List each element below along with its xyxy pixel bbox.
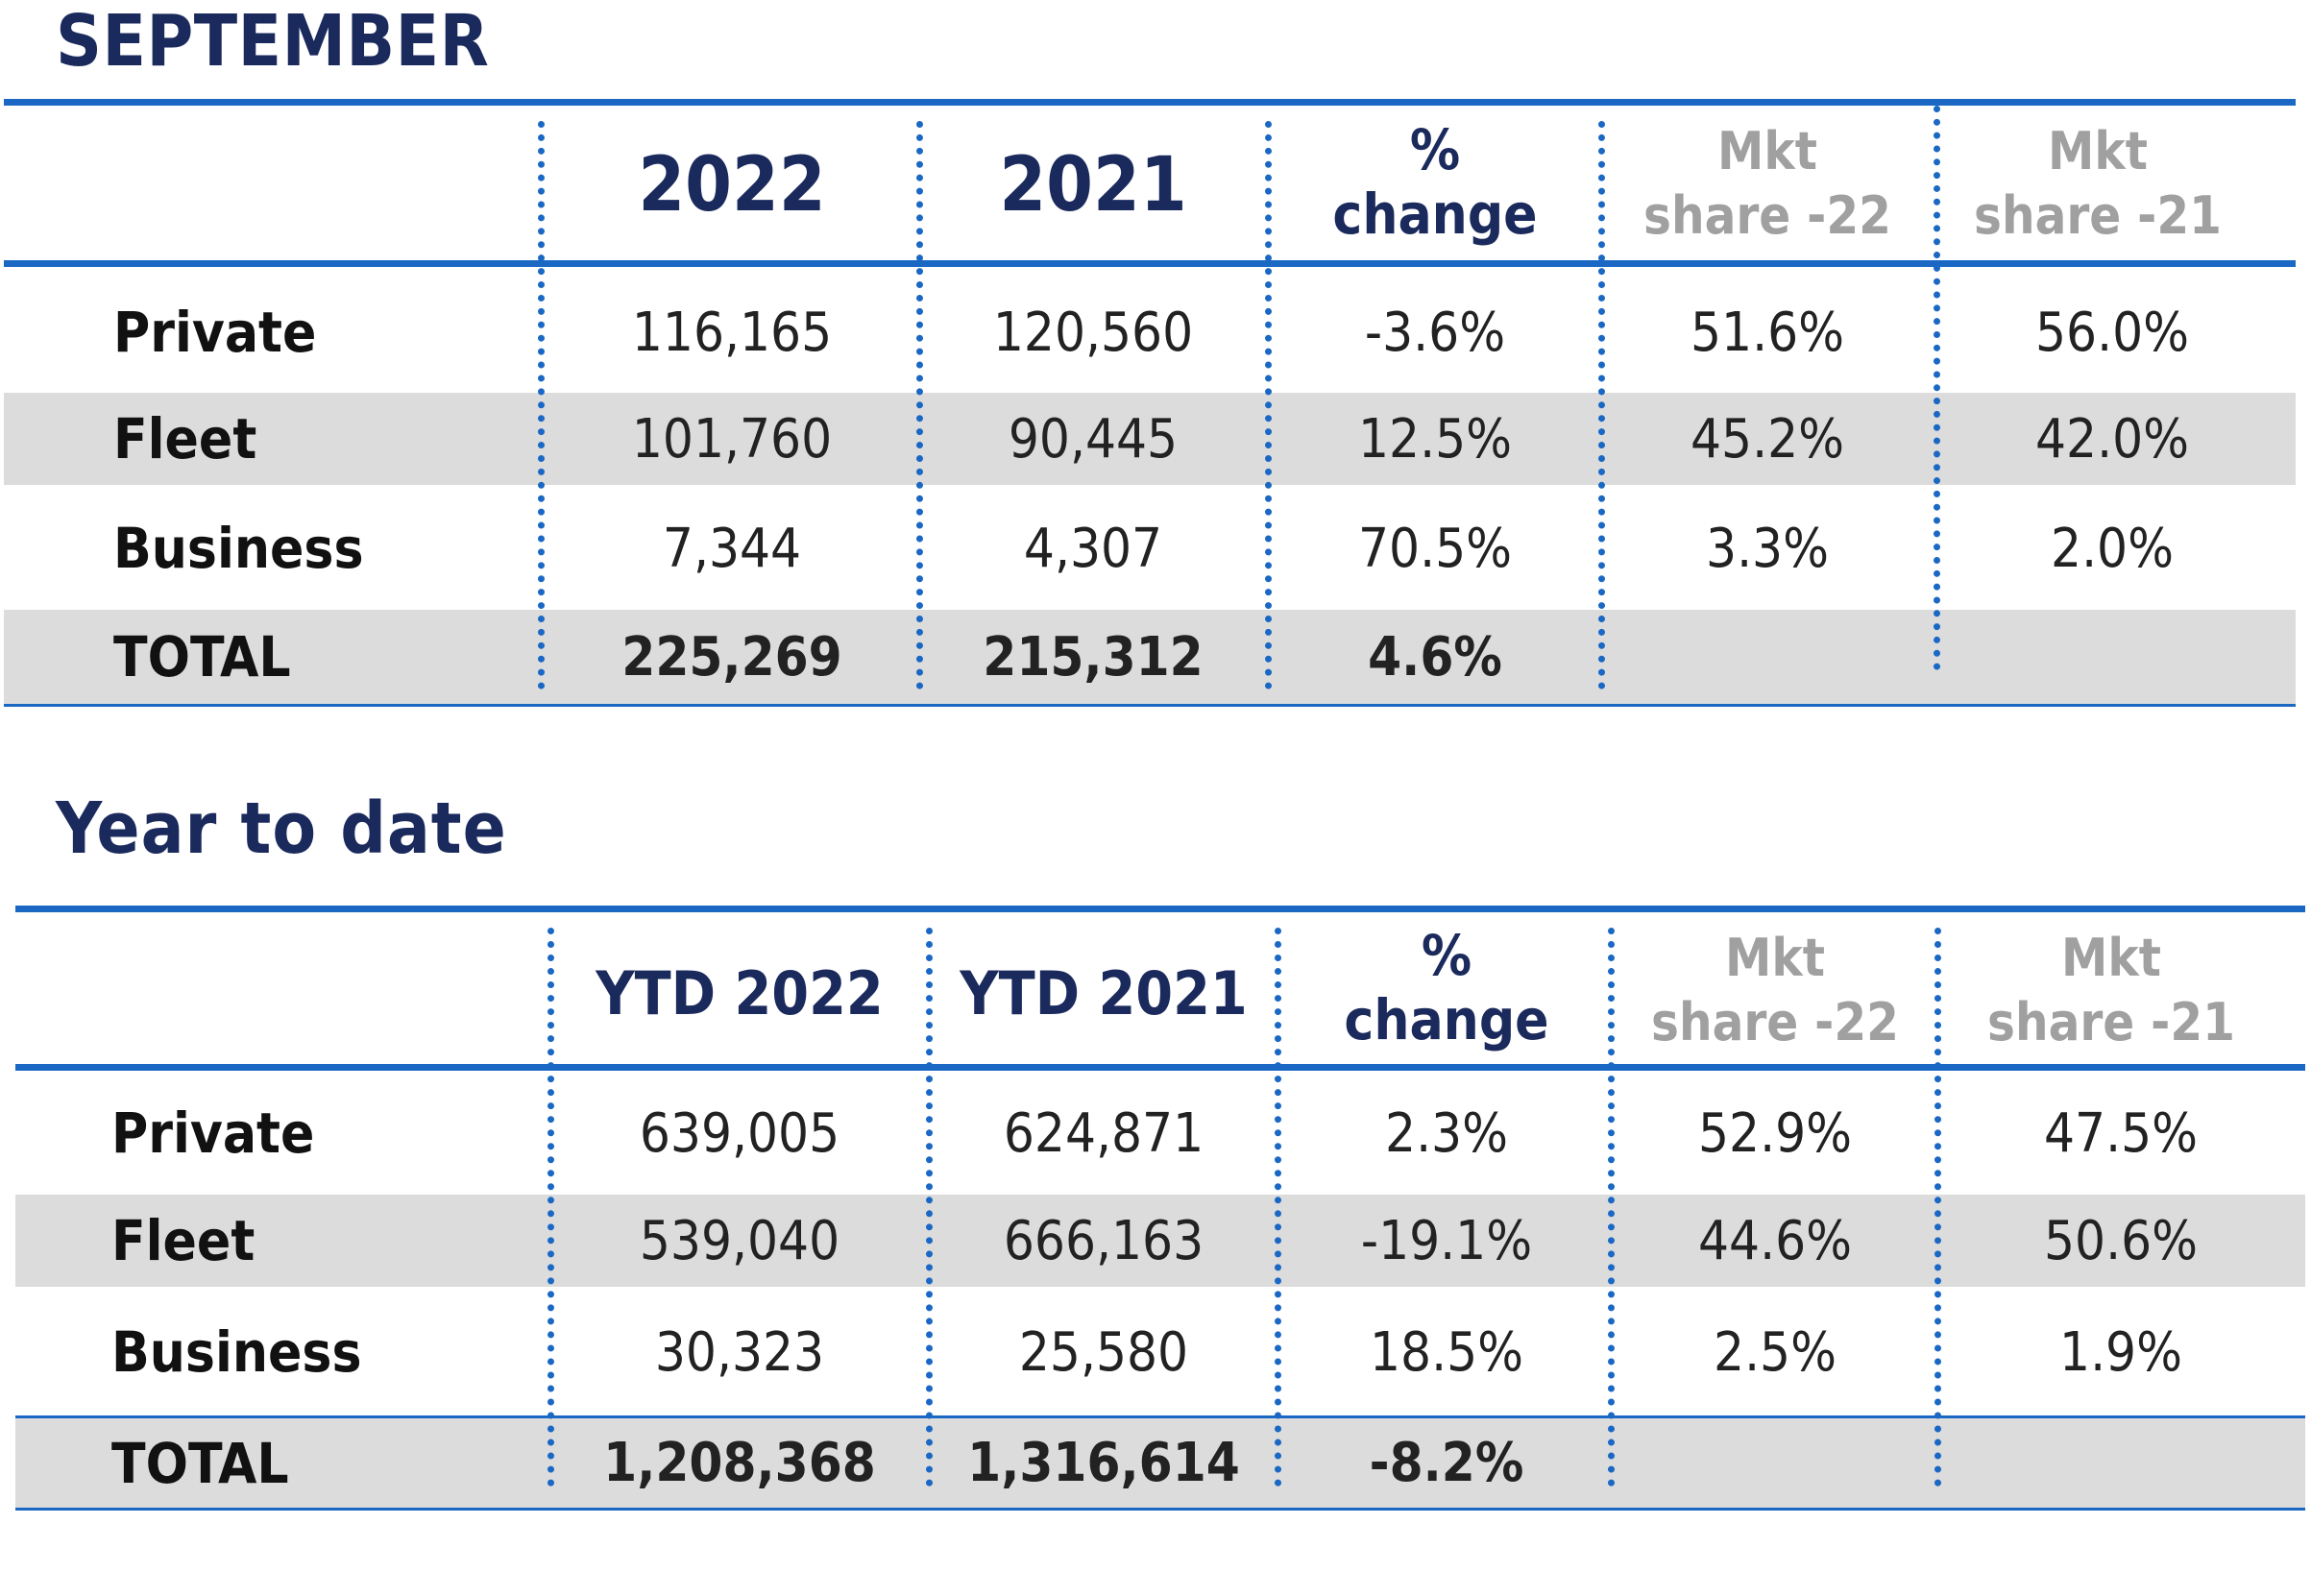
cell-mkt-share-21: 1.9% <box>2059 1320 2182 1384</box>
cell-ytd-2021: 666,163 <box>1003 1209 1204 1272</box>
header-share-label: share -22 <box>1643 185 1891 246</box>
row-label-business: Business <box>111 1319 362 1385</box>
cell-ytd-2022: 30,323 <box>654 1320 825 1384</box>
cell-pct-change: 70.5% <box>1357 517 1512 580</box>
cell-mkt-share-21: 47.5% <box>2043 1101 2198 1165</box>
header-mkt-share-21: Mkt share -21 <box>1948 918 2275 1062</box>
row-label-private: Private <box>111 1100 315 1166</box>
header-share-label: share -21 <box>1974 185 2222 246</box>
cell-mkt-share-22: 51.6% <box>1690 301 1844 364</box>
cell-mkt-share-22 <box>1614 610 1921 704</box>
column-divider <box>547 928 554 1487</box>
cell-ytd-2021: 1,316,614 <box>967 1432 1240 1494</box>
total-top-rule <box>15 1415 2305 1418</box>
header-mkt-label: Mkt <box>1725 927 1825 988</box>
bottom-rule <box>15 1508 2305 1511</box>
cell-mkt-share-22 <box>1621 1418 1929 1508</box>
column-divider <box>1265 121 1272 689</box>
header-mkt-share-22: Mkt share -22 <box>1621 918 1929 1062</box>
cell-2022: 7,344 <box>662 517 802 580</box>
header-2022: 2022 <box>638 142 826 229</box>
row-label-total: TOTAL <box>113 624 291 689</box>
cell-ytd-2022: 539,040 <box>639 1209 840 1272</box>
top-rule <box>15 906 2305 912</box>
cell-mkt-share-21: 56.0% <box>2034 301 2189 364</box>
column-divider <box>1275 928 1281 1487</box>
column-divider <box>916 121 923 689</box>
header-share-label: share -22 <box>1651 992 1899 1052</box>
section-title-september: SEPTEMBER <box>56 0 490 83</box>
cell-ytd-2021: 25,580 <box>1018 1320 1189 1384</box>
row-label-fleet: Fleet <box>113 406 257 472</box>
cell-mkt-share-22: 44.6% <box>1697 1209 1852 1272</box>
cell-2021: 215,312 <box>983 625 1204 689</box>
header-ytd-2022: YTD 2022 <box>596 957 884 1028</box>
row-shade-fleet <box>15 1195 2305 1287</box>
header-pct-change: % change <box>1293 912 1600 1064</box>
row-shade-total <box>15 1417 2305 1508</box>
cell-pct-change: 4.6% <box>1368 625 1502 689</box>
bottom-rule <box>4 704 2296 707</box>
column-divider <box>1608 928 1615 1487</box>
column-divider <box>926 928 933 1487</box>
cell-mkt-share-22: 45.2% <box>1690 407 1844 471</box>
section-title-year-to-date: Year to date <box>56 787 507 870</box>
cell-mkt-share-21 <box>1948 1418 2294 1508</box>
header-pct-change: % change <box>1281 106 1589 259</box>
header-change-word: change <box>1332 181 1538 247</box>
year-to-date-table: YTD 2022 YTD 2021 % change Mkt share -22… <box>15 903 2305 1517</box>
header-mkt-share-22: Mkt share -22 <box>1614 111 1921 255</box>
cell-2021: 120,560 <box>992 301 1194 364</box>
september-table: 2022 2021 % change Mkt share -22 Mkt sha… <box>4 96 2296 711</box>
top-rule <box>4 99 2296 106</box>
header-rule <box>4 260 2296 267</box>
header-mkt-share-21: Mkt share -21 <box>1944 111 2251 255</box>
row-label-total: TOTAL <box>111 1430 289 1496</box>
row-shade-total <box>4 610 2296 704</box>
cell-mkt-share-21: 2.0% <box>2051 517 2174 580</box>
cell-pct-change: -19.1% <box>1360 1209 1533 1272</box>
cell-2021: 4,307 <box>1023 517 1163 580</box>
cell-ytd-2022: 1,208,368 <box>603 1432 876 1494</box>
row-label-business: Business <box>113 516 364 581</box>
cell-2022: 116,165 <box>631 301 833 364</box>
row-label-fleet: Fleet <box>111 1208 255 1273</box>
cell-2022: 101,760 <box>631 407 833 471</box>
header-mkt-label: Mkt <box>1717 120 1817 181</box>
cell-2021: 90,445 <box>1008 407 1179 471</box>
cell-mkt-share-21: 42.0% <box>2034 407 2189 471</box>
header-rule <box>15 1064 2305 1071</box>
header-share-label: share -21 <box>1987 992 2235 1052</box>
column-divider <box>538 121 545 689</box>
cell-mkt-share-21 <box>1944 610 2280 704</box>
row-label-private: Private <box>113 300 317 365</box>
header-mkt-label: Mkt <box>2048 120 2148 181</box>
cell-ytd-2021: 624,871 <box>1003 1101 1204 1165</box>
cell-mkt-share-22: 3.3% <box>1706 517 1829 580</box>
cell-pct-change: -3.6% <box>1364 301 1506 364</box>
header-change-word: change <box>1344 987 1549 1052</box>
cell-mkt-share-22: 2.5% <box>1714 1320 1837 1384</box>
cell-ytd-2022: 639,005 <box>639 1101 840 1165</box>
column-divider <box>1598 121 1605 689</box>
column-divider <box>1934 106 1940 670</box>
cell-pct-change: 18.5% <box>1369 1320 1523 1384</box>
header-2021: 2021 <box>999 142 1187 229</box>
cell-mkt-share-22: 52.9% <box>1697 1101 1852 1165</box>
column-divider <box>1934 928 1941 1487</box>
header-pct-symbol: % <box>1409 117 1461 183</box>
cell-pct-change: 2.3% <box>1385 1101 1508 1165</box>
header-ytd-2021: YTD 2021 <box>960 957 1248 1028</box>
cell-pct-change: -8.2% <box>1369 1432 1524 1494</box>
cell-mkt-share-21: 50.6% <box>2043 1209 2198 1272</box>
header-pct-symbol: % <box>1421 923 1472 989</box>
header-mkt-label: Mkt <box>2061 927 2161 988</box>
cell-2022: 225,269 <box>621 625 842 689</box>
cell-pct-change: 12.5% <box>1357 407 1512 471</box>
row-shade-fleet <box>4 393 2296 485</box>
